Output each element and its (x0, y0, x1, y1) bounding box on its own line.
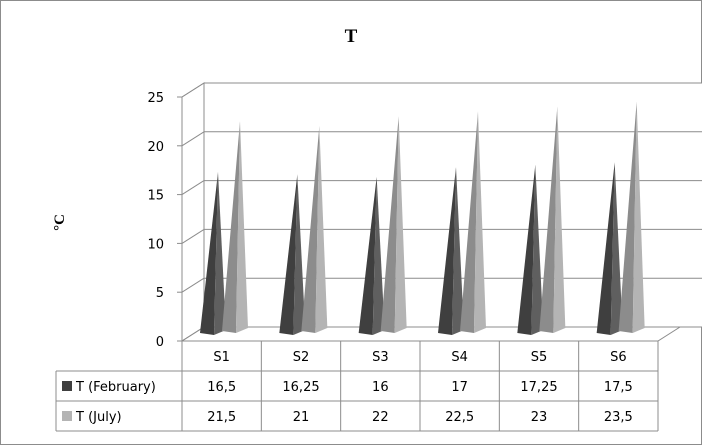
cone-face-right (632, 101, 645, 333)
cone-face-left (460, 111, 478, 334)
data-label: 22 (372, 410, 389, 425)
gridline-side (181, 82, 205, 98)
y-tick-label: 5 (156, 286, 164, 301)
bar-T (February)-S2 (279, 174, 306, 335)
bar-T (February)-S5 (517, 164, 544, 335)
cone-face-right (610, 162, 623, 335)
x-tick-label: S1 (213, 350, 230, 365)
cone-face-right (372, 176, 385, 335)
bar-T (July)-S1 (222, 121, 248, 333)
y-axis-ticks: 0 5 10 15 20 25 (147, 91, 164, 350)
bar-T (February)-S6 (596, 162, 623, 335)
x-tick-label: S5 (531, 350, 548, 365)
cone-face-left (301, 126, 320, 333)
cone-face-right (553, 106, 566, 334)
cone-face-right (214, 171, 226, 335)
cone-face-left (279, 174, 298, 335)
cone-face-right (315, 126, 328, 333)
cone-face-right (531, 164, 544, 335)
data-label: 22,5 (445, 410, 474, 425)
legend-entry: T (July) (75, 410, 122, 425)
data-label: 16,5 (207, 380, 236, 395)
cone-face-left (200, 171, 218, 335)
cone-face-left (380, 116, 399, 333)
y-tick-label: 25 (147, 91, 164, 106)
gridline-side (181, 228, 205, 244)
bar-T (July)-S6 (618, 101, 645, 333)
cone-face-right (474, 111, 486, 334)
bar-T (July)-S2 (301, 126, 328, 333)
data-label: 21,5 (207, 410, 236, 425)
cone-face-left (517, 164, 536, 335)
cone-face-left (358, 176, 377, 335)
data-label: 23 (531, 410, 548, 425)
data-label: 17,5 (604, 380, 633, 395)
y-tick-label: 20 (147, 140, 164, 155)
y-tick-label: 15 (147, 189, 164, 204)
bar-T (July)-S5 (539, 106, 566, 334)
data-label: 16 (372, 380, 389, 395)
legend-swatch (62, 411, 72, 421)
cone-face-left (596, 162, 615, 335)
x-tick-label: S3 (372, 350, 389, 365)
gridline-side (181, 180, 205, 196)
cone-face-right (452, 167, 464, 335)
gridline-side (181, 326, 205, 342)
cone-face-right (293, 174, 306, 335)
cone-face-left (539, 106, 558, 334)
bar-T (February)-S1 (200, 171, 226, 335)
bar-T (July)-S4 (460, 111, 486, 334)
gridline-side (181, 277, 205, 293)
bar-T (February)-S4 (438, 167, 464, 335)
y-tick-label: 10 (147, 237, 164, 252)
data-label: 16,25 (282, 380, 319, 395)
data-table: S1 S2 S3 S4 S5 S6 T (February) 16,5 16,25 16 17 17,… (55, 340, 659, 432)
bar-T (July)-S3 (380, 116, 407, 333)
data-label: 17,25 (520, 380, 557, 395)
x-tick-label: S4 (451, 350, 468, 365)
cone-face-left (438, 167, 456, 335)
data-label: 21 (293, 410, 310, 425)
x-tick-label: S6 (610, 350, 627, 365)
data-label: 17 (451, 380, 468, 395)
legend-entry: T (February) (75, 380, 156, 395)
data-label: 23,5 (604, 410, 633, 425)
y-tick-label: 0 (156, 335, 164, 350)
cone-face-left (222, 121, 240, 333)
bar-T (February)-S3 (358, 176, 385, 335)
legend-swatch (62, 381, 72, 391)
cone-face-right (394, 116, 407, 333)
bars (200, 101, 645, 335)
gridline-side (181, 131, 205, 147)
side-wall (181, 82, 205, 342)
x-tick-label: S2 (293, 350, 310, 365)
cone-face-right (236, 121, 248, 333)
cone-face-left (618, 101, 637, 333)
chart-title: T (344, 26, 358, 47)
